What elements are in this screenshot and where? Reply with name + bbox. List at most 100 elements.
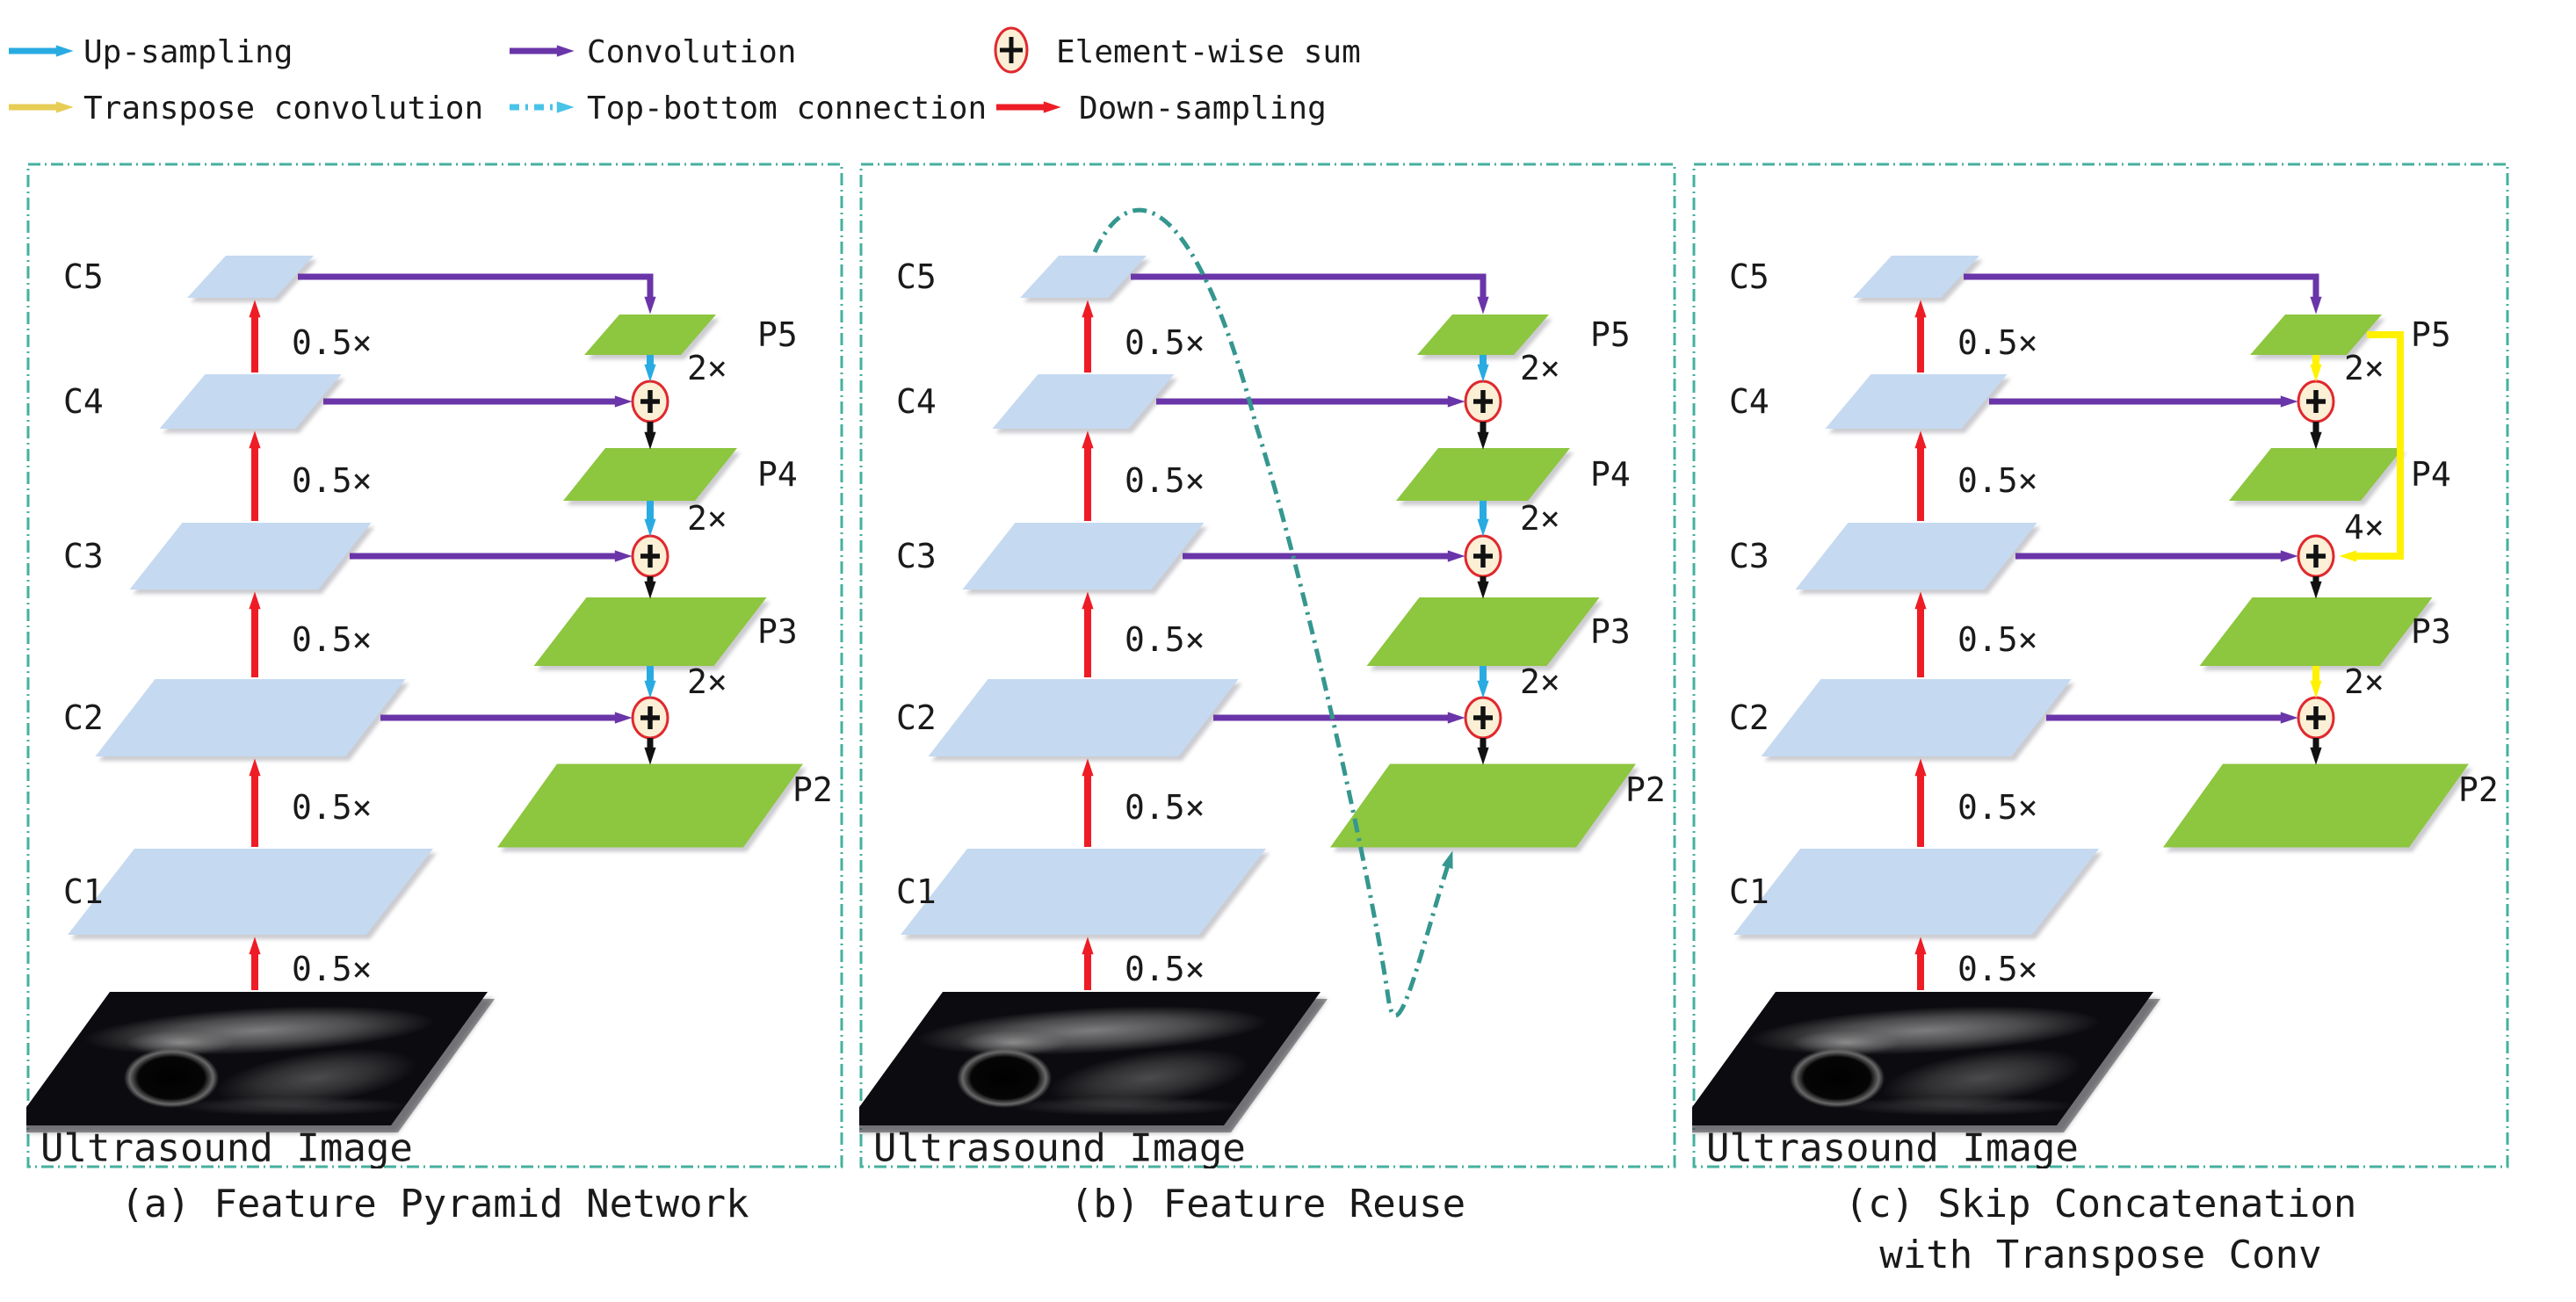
p5-label: P5 [757,315,798,354]
us-streak [1842,1096,2079,1116]
c5-label: C5 [1729,257,1769,296]
legend-arrow-svg [510,45,575,57]
down-sampling-scale-label: 0.5× [1957,323,2038,362]
c1-label: C1 [896,872,937,911]
legend-sum-svg [994,26,1029,74]
c4-label: C4 [63,382,104,421]
c1-block [68,849,433,935]
panel-feature-pyramid-network: C5 C4 C3 C2 C1 0.5× 0.5× 0.5× 0.5× 0.5× Ultrasound… [26,163,843,1168]
c3-label: C3 [63,537,104,575]
c2-block [1761,679,2072,756]
panel-diagram: C5 C4 C3 C2 C1 0.5× 0.5× 0.5× 0.5× 0.5× Ultrasound… [859,163,1676,1168]
c1-block [1733,849,2099,935]
p4-label: P4 [757,455,798,494]
us-streak [126,1031,235,1055]
panel-diagram: C5 C4 C3 C2 C1 0.5× 0.5× 0.5× 0.5× 0.5× Ultrasound… [26,163,843,1168]
p2-label: P2 [1625,770,1666,809]
c4-block [992,374,1175,429]
c2-label: C2 [63,698,104,737]
upsample-scale-label: 2× [1520,499,1560,538]
ultrasound-image-texture [83,1006,435,1116]
down-sampling-scale-label: 0.5× [1125,620,1205,659]
c1-block [901,849,1266,935]
down-sampling-scale-label: 0.5× [292,461,373,500]
top-bottom-connection-arrow-icon [508,95,576,123]
c3-block [962,523,1205,590]
down-sampling-scale-label: 0.5× [1125,950,1205,988]
down-sampling-scale-label: 0.5× [1125,323,1205,362]
c4-block [1825,374,2008,429]
us-streak [176,1096,413,1116]
us-streak [1009,1096,1246,1116]
legend-arrow-svg [9,101,74,113]
us-glow [1882,1048,2082,1108]
panel-diagram: C5 C4 C3 C2 C1 0.5× 0.5× 0.5× 0.5× 0.5× Ultrasound… [1692,163,2509,1168]
caption-line: (c) Skip Concatenation [1844,1182,2357,1226]
c2-label: C2 [896,698,937,737]
convolution-arrow [1131,273,1489,315]
upsample-scale-label: 2× [687,499,727,538]
panel-border [1692,163,2509,1168]
us-dark-blob [124,1048,219,1108]
down-sampling-scale-label: 0.5× [1957,461,2038,500]
panel-c-caption: (c) Skip Concatenation with Transpose Co… [1692,1179,2509,1281]
legend-label-down-sampling: Down-sampling [1079,90,1327,127]
c5-label: C5 [63,257,104,296]
ultrasound-image-label: Ultrasound Image [40,1126,413,1169]
upsample-scale-label: 2× [1520,662,1560,701]
panel-feature-reuse: C5 C4 C3 C2 C1 0.5× 0.5× 0.5× 0.5× 0.5× Ultrasound… [859,163,1676,1168]
us-glow [216,1048,416,1108]
down-sampling-scale-label: 0.5× [292,620,373,659]
legend-label-transpose-convolution: Transpose convolution [83,90,484,127]
panel-border [26,163,843,1168]
caption-line: (b) Feature Reuse [1069,1182,1466,1226]
c4-label: C4 [1729,382,1769,421]
c3-block [129,523,372,590]
p3-block [1366,597,1600,666]
p5-block [584,315,716,355]
legend-arrow-svg [510,101,575,113]
c5-block [1853,256,1979,298]
transpose-convolution-arrow-icon [7,95,76,123]
down-sampling-scale-label: 0.5× [1957,620,2038,659]
down-sampling-scale-label: 0.5× [1957,788,2038,827]
legend-label-element-wise-sum: Element-wise sum [1056,34,1361,70]
us-dark-blob [1790,1048,1885,1108]
convolution-arrow-icon [508,39,576,67]
legend: Up-sampling Transpose convolution Convol… [0,0,2576,163]
upsample-scale-label: 2× [1520,349,1560,387]
p4-block [563,448,737,501]
legend-arrow-svg [9,45,74,57]
upsample-scale-label: 2× [2344,662,2384,701]
legend-label-convolution: Convolution [587,34,797,70]
legend-label-up-sampling: Up-sampling [83,34,293,70]
convolution-arrow [1964,273,2322,315]
caption-line: (a) Feature Pyramid Network [120,1182,749,1226]
ultrasound-image-texture [916,1006,1268,1116]
p5-block [2250,315,2382,355]
c1-label: C1 [63,872,104,911]
us-glow [1049,1048,1249,1108]
down-sampling-scale-label: 0.5× [292,323,373,362]
c3-label: C3 [896,537,937,575]
panel-skip-concatenation: C5 C4 C3 C2 C1 0.5× 0.5× 0.5× 0.5× 0.5× Ultrasound… [1692,163,2509,1168]
p5-label: P5 [2411,315,2451,354]
c3-block [1795,523,2037,590]
element-wise-sum-icon [991,25,1031,79]
p2-label: P2 [2458,770,2499,809]
upsample-scale-label: 2× [687,662,727,701]
p4-label: P4 [1590,455,1631,494]
convolution-arrow [298,273,656,315]
p3-label: P3 [2411,612,2451,651]
p2-block [497,763,803,848]
panel-border [859,163,1676,1168]
c5-label: C5 [896,257,937,296]
ultrasound-image-label: Ultrasound Image [873,1126,1246,1169]
us-streak [959,1031,1067,1055]
p3-block [2199,597,2433,666]
upsample-scale-label: 2× [2344,349,2384,387]
c2-block [95,679,406,756]
p3-block [533,597,767,666]
c3-label: C3 [1729,537,1769,575]
